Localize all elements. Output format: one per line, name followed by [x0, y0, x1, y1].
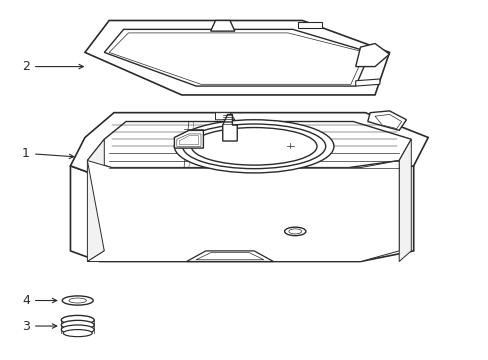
Text: 1: 1 [22, 147, 74, 160]
Ellipse shape [174, 120, 333, 173]
Polygon shape [367, 111, 406, 130]
Polygon shape [355, 44, 389, 67]
Polygon shape [104, 30, 369, 86]
Polygon shape [374, 114, 401, 129]
Polygon shape [297, 22, 321, 28]
Polygon shape [196, 253, 264, 260]
Ellipse shape [191, 127, 316, 165]
Polygon shape [355, 79, 379, 86]
Ellipse shape [61, 325, 94, 334]
Text: 2: 2 [22, 60, 83, 73]
Polygon shape [186, 251, 273, 261]
Polygon shape [87, 139, 104, 261]
Polygon shape [223, 114, 237, 141]
Polygon shape [87, 161, 398, 261]
Ellipse shape [61, 315, 94, 325]
Ellipse shape [61, 320, 94, 329]
Text: 5: 5 [131, 144, 172, 158]
Ellipse shape [63, 329, 92, 337]
Polygon shape [398, 139, 410, 261]
Polygon shape [109, 33, 365, 84]
Polygon shape [174, 130, 203, 148]
Polygon shape [177, 134, 201, 146]
Ellipse shape [288, 229, 301, 234]
Polygon shape [210, 21, 234, 31]
Ellipse shape [69, 298, 86, 303]
Polygon shape [179, 136, 198, 145]
Text: 4: 4 [22, 294, 57, 307]
Ellipse shape [284, 227, 305, 236]
Text: 3: 3 [22, 320, 57, 333]
Polygon shape [70, 166, 413, 261]
Polygon shape [70, 113, 427, 176]
Polygon shape [215, 113, 234, 120]
Ellipse shape [182, 124, 325, 168]
Polygon shape [85, 21, 389, 95]
Ellipse shape [62, 296, 93, 305]
Polygon shape [87, 122, 410, 168]
